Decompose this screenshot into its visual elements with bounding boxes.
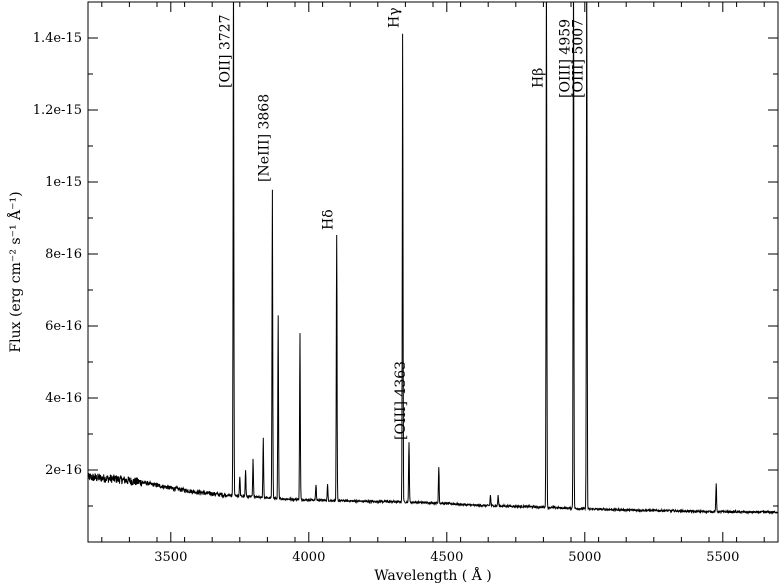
x-tick-label: 4500 <box>430 550 463 565</box>
y-tick-label: 2e-16 <box>45 463 82 478</box>
x-tick-label: 5000 <box>568 550 601 565</box>
emission-line-label: [OIII] 4363 <box>393 361 409 440</box>
x-tick-label: 5500 <box>706 550 739 565</box>
spectrum-series <box>88 2 778 515</box>
emission-line-label: [OIII] 5007 <box>571 19 587 98</box>
y-tick-label: 1.4e-15 <box>33 31 82 46</box>
y-axis-title: Flux (erg cm⁻² s⁻¹ Å⁻¹) <box>6 191 24 352</box>
y-tick-label: 4e-16 <box>45 391 82 406</box>
x-axis-title: Wavelength ( Å ) <box>374 566 491 584</box>
emission-line-label: [OIII] 4959 <box>557 19 573 98</box>
y-tick-label: 6e-16 <box>45 319 82 334</box>
emission-line-label: Hγ <box>387 7 403 28</box>
emission-line-label: Hβ <box>530 68 546 88</box>
emission-line-label: [OII] 3727 <box>217 14 233 88</box>
y-tick-label: 1.2e-15 <box>33 103 82 118</box>
emission-line-label: [NeIII] 3868 <box>256 94 272 182</box>
y-tick-label: 1e-15 <box>45 175 82 190</box>
x-tick-label: 4000 <box>292 550 325 565</box>
plot-frame <box>87 1 779 543</box>
axis-ticks: 3500 4000 4500 5000 5500 2e-16 4e-16 6e-16 8e-16… <box>33 2 778 565</box>
spectrum-line <box>88 2 778 515</box>
y-tick-label: 8e-16 <box>45 247 82 262</box>
line-labels: [OII] 3727 [NeIII] 3868 Hδ Hγ [OIII] 4363 Hβ [… <box>217 7 586 440</box>
x-tick-label: 3500 <box>154 550 187 565</box>
emission-line-label: Hδ <box>321 209 337 230</box>
